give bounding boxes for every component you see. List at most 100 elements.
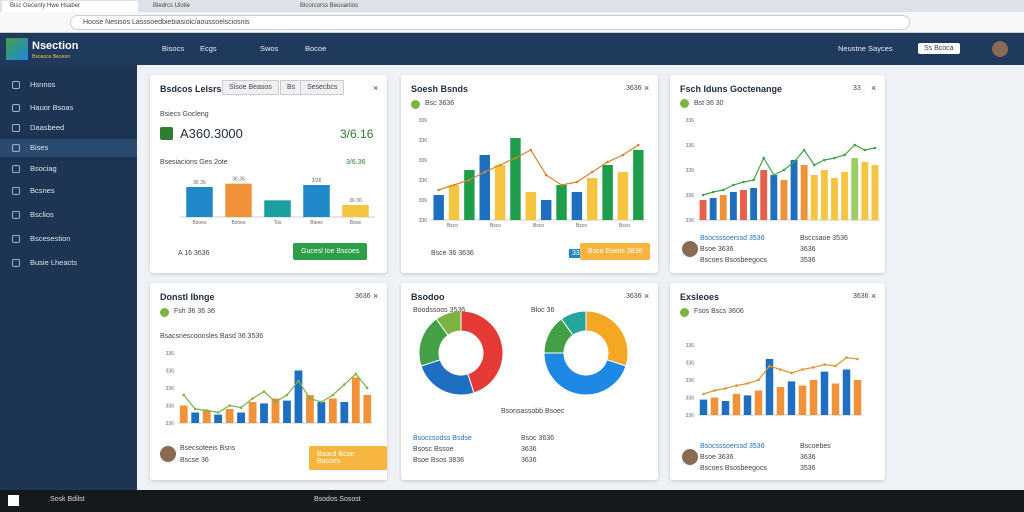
y-tick-label: 336 [166, 369, 175, 375]
close-icon[interactable]: × [373, 83, 379, 93]
tab[interactable]: Bledrcs Uiotie [153, 3, 191, 9]
bar [264, 200, 291, 217]
legend-value: 3536 [800, 257, 816, 264]
bar [699, 399, 708, 415]
sidebar-icon [12, 165, 20, 173]
value-label: 3/36 [312, 178, 322, 184]
trend-point [262, 390, 266, 393]
bar [790, 160, 798, 220]
bar [464, 170, 475, 220]
donut-segment [560, 310, 587, 336]
avatar[interactable] [992, 41, 1008, 57]
action-button[interactable]: Gucesl Ioe Bscoes [293, 243, 368, 260]
card-meta: 33 [853, 85, 861, 92]
card-meta: 3636 [626, 85, 642, 92]
sidebar-item[interactable]: Bsociag [30, 164, 57, 173]
x-tick-label: Bsco [447, 223, 458, 229]
y-tick-label: 336 [686, 118, 695, 124]
trend-point [182, 393, 186, 397]
nav-item[interactable]: Swos [260, 44, 279, 53]
tab-bar [0, 0, 1024, 12]
bar [260, 403, 268, 423]
bar [214, 414, 223, 423]
bar [699, 200, 707, 220]
start-button[interactable] [8, 495, 19, 506]
legend-text: Bsocsssoerssd 3536 [700, 235, 765, 242]
close-icon[interactable]: × [644, 291, 650, 301]
bar [587, 178, 598, 220]
user-name[interactable]: Neustne Sayces [838, 44, 893, 53]
trend-point [529, 148, 533, 152]
y-tick-label: 336 [686, 143, 695, 149]
sidebar-item[interactable]: Busie Lheacts [30, 258, 78, 267]
card-chart [418, 310, 629, 396]
sidebar-item[interactable]: Bscesestion [30, 234, 71, 243]
tab[interactable]: Bisc Gecenty Hwe Hsaber [2, 1, 138, 12]
card-tab[interactable]: Bs [280, 80, 303, 95]
donut-label: Boodssoos 3536 [413, 307, 466, 314]
sidebar-icon [12, 81, 20, 89]
card-tab[interactable]: Sesecbcs [300, 80, 345, 95]
bar [494, 165, 506, 220]
footer-text: A 16 3636 [178, 250, 210, 257]
close-icon[interactable]: × [373, 291, 379, 301]
action-button[interactable]: Bsco Eseoc 3836 [580, 243, 651, 260]
card-chart: 336 336 336 336 336 [686, 343, 863, 419]
sidebar-item[interactable]: Hsnnos [30, 80, 56, 89]
sidebar-icon [12, 144, 20, 152]
sidebar-item[interactable]: Bcsnes [30, 186, 55, 195]
bar [851, 158, 859, 220]
badge[interactable]: Ss Bcoca [918, 43, 960, 54]
x-tick-label: Bsoe [350, 220, 362, 226]
bar [363, 395, 372, 423]
nav-item[interactable]: Ecgs [200, 44, 217, 53]
trend-line [702, 144, 876, 196]
y-tick-label: 336 [166, 386, 175, 392]
sub-label: Fsh 36 36 36 [174, 308, 215, 315]
legend-value: Bsoc 3636 [521, 435, 555, 442]
x-tick-label: Bsoes [193, 220, 207, 226]
y-tick-label: 336 [419, 218, 428, 224]
nav-item[interactable]: Bocoe [305, 44, 327, 53]
bar [571, 192, 583, 220]
x-tick-label: Bsco [533, 223, 544, 229]
sidebar-item[interactable]: Daasbeed [30, 123, 65, 132]
action-button[interactable]: Bsocd Bcoe Bacoes [309, 446, 387, 470]
avatar [682, 449, 698, 465]
sidebar-item[interactable]: Bsclios [30, 210, 54, 219]
bar [710, 397, 719, 415]
bar [340, 402, 349, 423]
taskbar-search[interactable]: Sosk Bdilst [50, 496, 85, 503]
trend-point [343, 383, 346, 386]
taskbar-app[interactable]: Bsodos Sosost [314, 496, 361, 503]
bar [237, 412, 245, 423]
trend-point [856, 357, 859, 361]
bar [743, 395, 752, 415]
card-meta: 3636 [626, 293, 642, 300]
trend-point [354, 372, 358, 376]
bar [729, 192, 737, 220]
tab[interactable]: Blcorcorss Beuuanios [300, 3, 359, 9]
bar [765, 359, 774, 415]
sidebar-item[interactable]: Bises [30, 143, 49, 152]
sidebar-icon [12, 124, 20, 132]
bar [831, 383, 840, 415]
bar [740, 190, 747, 220]
kpi-label: Bsiecs Gocleng [160, 111, 209, 118]
bar [479, 155, 490, 220]
close-icon[interactable]: × [871, 83, 877, 93]
sidebar-item[interactable]: Hauor Bsoas [30, 103, 74, 112]
bar [719, 195, 727, 220]
bar [861, 162, 869, 220]
app-header [0, 33, 1024, 65]
close-icon[interactable]: × [871, 291, 877, 301]
nav-item[interactable]: Bisocs [162, 44, 185, 53]
url[interactable]: Hoose Nesisos Lasssoedbiebiasioic/aousso… [70, 15, 910, 30]
close-icon[interactable]: × [644, 83, 650, 93]
card-tab[interactable]: Sisoe Beasos [222, 80, 279, 95]
bar [810, 175, 818, 220]
bar [525, 192, 537, 220]
trend-point [782, 168, 786, 172]
legend-value: 3536 [800, 465, 816, 472]
legend-value: 3636 [800, 454, 816, 461]
